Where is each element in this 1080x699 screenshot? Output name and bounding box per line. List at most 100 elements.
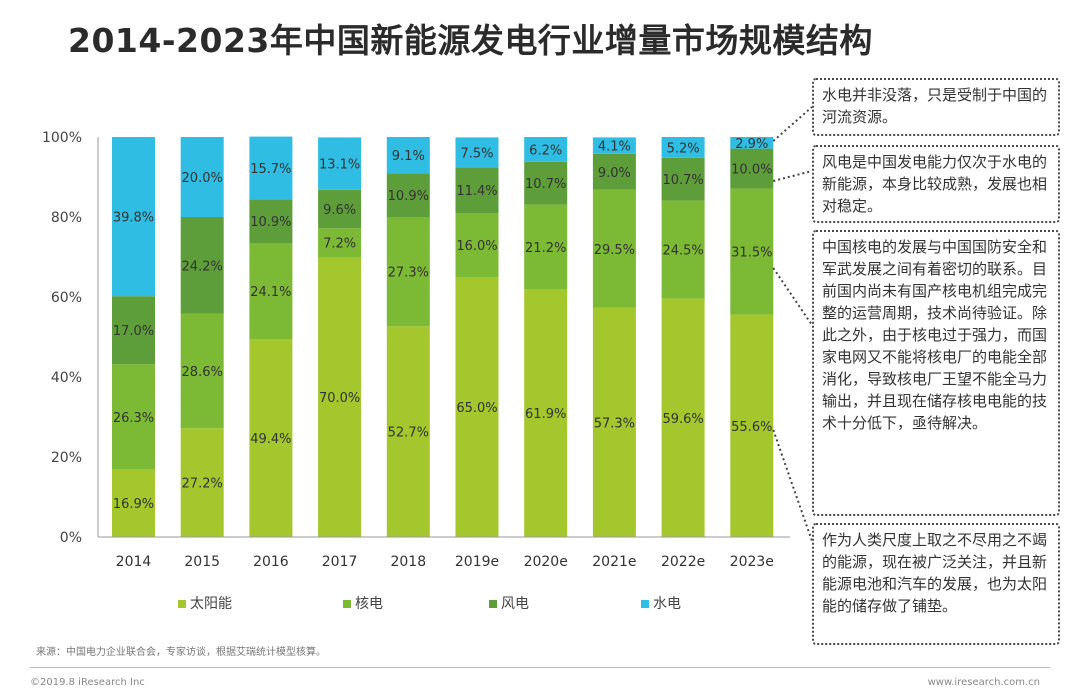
- bar-segment: [249, 243, 293, 340]
- data-label: 16.9%: [113, 497, 154, 512]
- note-connector: [773, 170, 813, 182]
- bar-segment: [318, 257, 362, 537]
- legend-item-solar: 太阳能: [178, 593, 232, 613]
- x-tick-label: 2023e: [730, 554, 774, 570]
- data-label: 57.3%: [594, 416, 635, 431]
- bar-segment: [180, 137, 224, 217]
- bar-segment: [112, 296, 155, 365]
- data-label: 39.8%: [113, 211, 154, 226]
- note-nuclear: 中国核电的发展与中国国防安全和军武发展之间有着密切的联系。目前国内尚未有国产核电…: [812, 230, 1060, 516]
- legend-swatch: [641, 600, 649, 608]
- legend-item-hydro: 水电: [641, 593, 681, 613]
- x-tick-label: 2016: [253, 554, 289, 570]
- bar-segment: [249, 339, 293, 537]
- data-label: 55.6%: [731, 420, 772, 435]
- bar-segment: [661, 137, 705, 158]
- bar-segment: [112, 137, 155, 297]
- bar-segment: [180, 428, 224, 537]
- legend-swatch: [489, 600, 497, 608]
- bar-segment: [592, 189, 636, 308]
- bar-segment: [730, 188, 774, 315]
- bar-segment: [524, 137, 568, 162]
- bars: 16.9% 26.3% 17.0% 39.8% 27.2% 28.6% 24.2% 20.0%…: [112, 136, 774, 537]
- data-label: 9.0%: [598, 166, 631, 181]
- bar-segment: [386, 173, 430, 217]
- legend-item-nuclear: 核电: [343, 593, 383, 613]
- bar-segment: [318, 189, 362, 229]
- data-label: 27.2%: [182, 477, 223, 492]
- source-note: 来源：中国电力企业联合会，专家访谈，根据艾瑞统计模型核算。: [36, 647, 326, 658]
- bar-segment: [112, 469, 155, 537]
- data-label: 27.3%: [388, 266, 429, 281]
- x-tick-label: 2021e: [592, 554, 636, 570]
- x-tick-label: 2022e: [661, 554, 705, 570]
- y-tick-label: 40%: [51, 370, 82, 386]
- data-label: 2.9%: [735, 137, 768, 152]
- data-label: 24.1%: [250, 285, 291, 300]
- data-label: 10.0%: [731, 163, 772, 178]
- legend-swatch: [343, 600, 351, 608]
- note-wind: 风电是中国发电能力仅次于水电的新能源，本身比较成熟，发展也相对稳定。: [812, 145, 1060, 223]
- data-label: 11.4%: [456, 184, 497, 199]
- data-label: 65.0%: [456, 401, 497, 416]
- website: www.iresearch.com.cn: [927, 677, 1040, 688]
- bar-segment: [661, 298, 705, 537]
- data-label: 59.6%: [662, 412, 703, 427]
- x-tick-label: 2020e: [524, 554, 568, 570]
- x-tick-label: 2017: [322, 554, 358, 570]
- bar-segment: [455, 213, 499, 277]
- note-solar: 作为人类尺度上取之不尽用之不竭的能源，现在被广泛关注，并且新能源电池和汽车的发展…: [812, 523, 1060, 645]
- data-label: 10.7%: [662, 173, 703, 188]
- data-label: 10.7%: [525, 177, 566, 192]
- note-hydro: 水电并非没落，只是受制于中国的河流资源。: [812, 78, 1060, 136]
- y-tick-label: 60%: [51, 290, 82, 306]
- x-tick-label: 2015: [184, 554, 220, 570]
- data-label: 10.9%: [250, 215, 291, 230]
- bar-segment: [180, 217, 224, 314]
- y-tick-label: 20%: [51, 450, 82, 466]
- legend-label: 风电: [501, 596, 529, 612]
- data-label: 13.1%: [319, 158, 360, 173]
- data-label: 24.2%: [182, 259, 223, 274]
- bar-segment: [386, 326, 430, 537]
- copyright: ©2019.8 iResearch Inc: [30, 677, 145, 688]
- legend-swatch: [178, 600, 186, 608]
- bar-segment: [318, 137, 362, 190]
- data-label: 7.5%: [460, 146, 493, 161]
- bar-segment: [661, 200, 705, 299]
- bar-segment: [386, 217, 430, 327]
- bar-segment: [455, 167, 499, 213]
- legend-label: 水电: [653, 596, 681, 612]
- y-tick-label: 100%: [42, 130, 82, 146]
- bar-segment: [524, 204, 568, 290]
- bar-segment: [730, 137, 774, 149]
- bar-segment: [455, 277, 499, 537]
- bar-segment: [112, 364, 155, 470]
- footer-divider: [30, 667, 1050, 668]
- data-label: 7.2%: [323, 237, 356, 252]
- legend-label: 太阳能: [190, 596, 232, 612]
- bar-segment: [249, 199, 293, 243]
- data-label: 15.7%: [250, 162, 291, 177]
- y-tick-label: 80%: [51, 210, 82, 226]
- data-label: 26.3%: [113, 411, 154, 426]
- bar-segment: [180, 313, 224, 429]
- data-label: 28.6%: [182, 365, 223, 380]
- bar-segment: [524, 161, 568, 205]
- data-label: 17.0%: [113, 324, 154, 339]
- data-label: 52.7%: [388, 426, 429, 441]
- data-label: 16.0%: [456, 239, 497, 254]
- y-axis: 0% 20% 40% 60% 80% 100%: [42, 130, 99, 546]
- data-label: 70.0%: [319, 391, 360, 406]
- data-label: 21.2%: [525, 241, 566, 256]
- bar-segment: [592, 307, 636, 537]
- bar-segment: [318, 228, 362, 257]
- data-label: 10.9%: [388, 189, 429, 204]
- bar-segment: [592, 137, 636, 154]
- bar-segment: [455, 137, 499, 168]
- x-axis: 2014 2015 2016 2017 2018 2019e 2020e 2021e 2022e…: [98, 536, 790, 570]
- data-label: 61.9%: [525, 407, 566, 422]
- data-label: 49.4%: [250, 432, 291, 447]
- x-tick-label: 2014: [116, 554, 152, 570]
